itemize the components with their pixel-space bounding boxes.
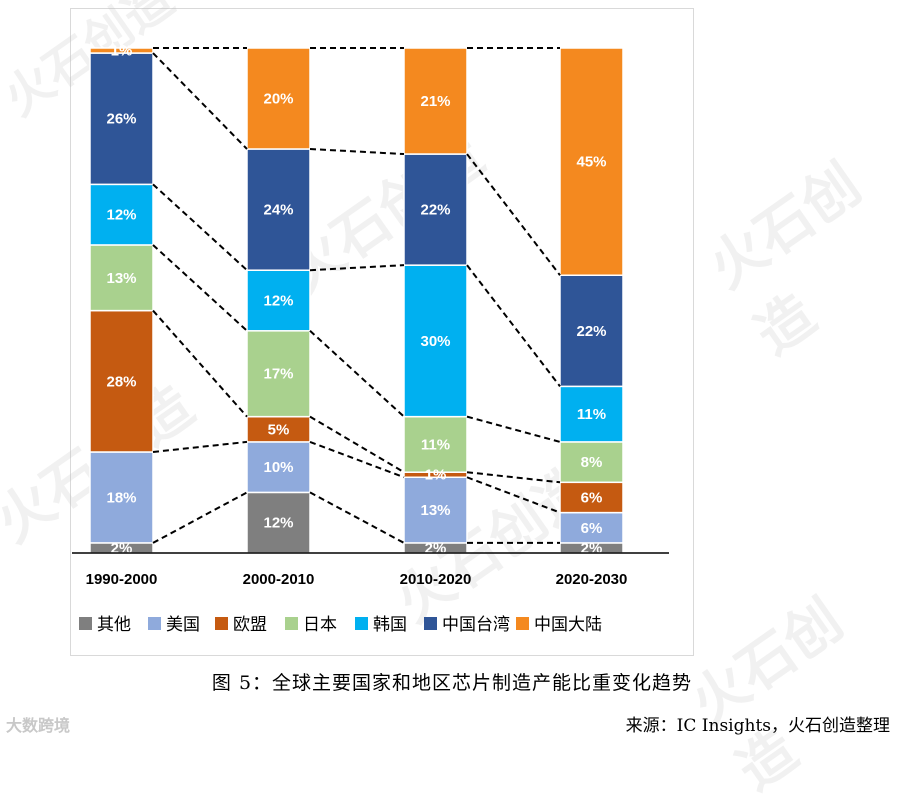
connector-line [466,264,561,387]
category-label: 2010-2020 [400,571,472,588]
legend-swatch [285,617,298,630]
connector-line [152,440,248,453]
bar-segment [403,476,468,544]
data-label: 6% [581,489,603,506]
legend-label: 美国 [166,615,200,635]
legend-swatch [148,617,161,630]
bar-segment [89,183,154,246]
data-label: 10% [263,459,293,476]
bar-segment [246,330,311,418]
bar-segment [559,47,624,276]
connector-line [309,440,405,479]
category-label: 2000-2010 [243,571,315,588]
data-label: 28% [106,373,136,390]
legend-label: 欧盟 [233,615,267,635]
legend-swatch [355,617,368,630]
legend-label: 日本 [303,615,337,635]
watermark-logo: 大数跨境 [6,716,71,735]
bar-segment [559,481,624,514]
data-label: 30% [420,333,450,350]
data-label: 1% [111,43,133,60]
data-label: 2% [581,540,603,557]
connector-line [152,244,248,332]
legend-label: 中国大陆 [534,615,602,635]
connector-line [152,491,248,544]
legend-swatch [79,617,92,630]
data-label: 18% [106,489,136,506]
legend-label: 中国台湾 [442,615,510,635]
legend-swatch [215,617,228,630]
data-label: 20% [263,91,293,108]
category-label: 1990-2000 [86,571,158,588]
connector-line [466,476,561,514]
data-label: 8% [581,454,603,471]
connector-line [309,415,405,474]
chart-frame [70,8,694,656]
bar-segment [246,441,311,494]
data-label: 6% [581,520,603,537]
data-label: 21% [420,93,450,110]
stacked-bar-chart: 2% 18% 28% 13% 12% 26% 1% 12% 10% 5% 17% 12% 24% 20% 2… [72,43,669,635]
connector-line [309,491,405,544]
bar-segment [246,148,311,271]
data-label: 12% [263,293,293,310]
legend-swatch [516,617,529,630]
bar-segment [559,385,624,443]
bar-segment [246,47,311,150]
bar-segment [89,52,154,186]
figure-caption: 图 5：全球主要国家和地区芯片制造产能比重变化趋势 [211,672,693,694]
connector-line [152,309,248,418]
data-label: 26% [106,111,136,128]
data-label: 24% [263,202,293,219]
connector-line [466,471,561,484]
connector-line [466,153,561,276]
data-label: 12% [263,515,293,532]
data-label: 45% [576,154,606,171]
data-label: 13% [420,502,450,519]
data-label: 13% [106,270,136,287]
data-label: 12% [106,207,136,224]
data-label: 11% [577,406,606,423]
bar-segment [89,244,154,312]
data-label: 22% [420,202,450,219]
data-label: 11% [421,436,450,453]
connector-line [309,148,405,156]
bar-segment [403,47,468,155]
data-label: 22% [576,323,606,340]
data-label: 5% [268,421,290,438]
source-note: 来源：IC Insights，火石创造整理 [625,716,890,736]
data-label: 2% [111,540,133,557]
data-label: 17% [263,366,293,383]
data-label: 2% [425,540,447,557]
legend-swatch [424,617,437,630]
bar-segment [559,441,624,484]
connector-line [152,183,248,271]
data-label: 1% [425,467,447,484]
category-label: 2020-2030 [556,571,628,588]
bar-segment [89,451,154,544]
legend-label: 韩国 [373,615,407,635]
connector-line [466,415,561,443]
legend-label: 其他 [97,615,131,635]
bar-segment [246,269,311,332]
connector-line [309,330,405,418]
connector-line [309,264,405,272]
connector-line [152,52,248,150]
bar-segment [559,511,624,544]
bar-segment [89,47,154,54]
